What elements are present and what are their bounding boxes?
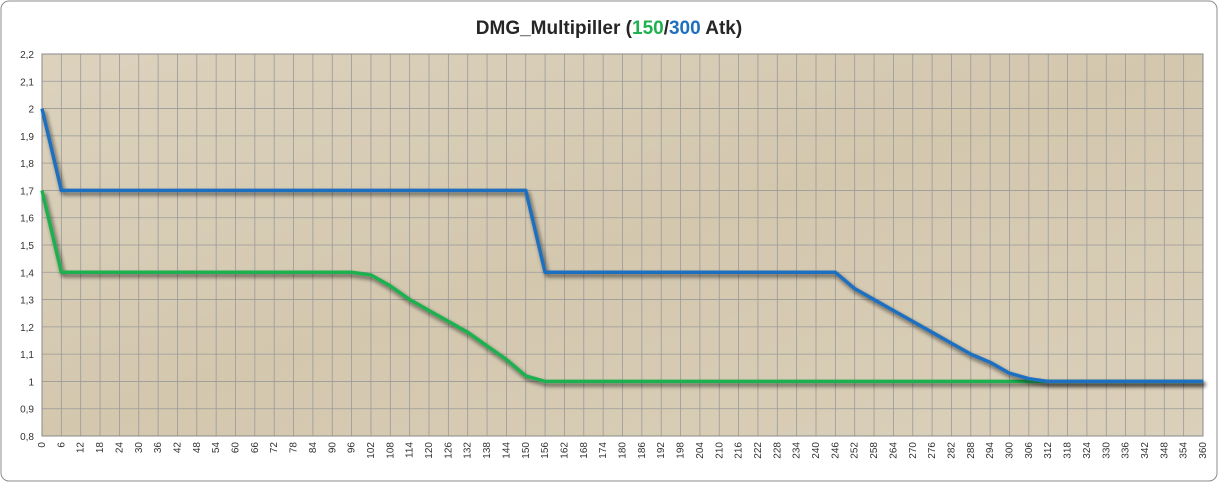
x-tick-label: 72	[269, 442, 280, 454]
series-line	[40, 108, 1203, 384]
x-tick-label: 246	[830, 442, 841, 459]
x-tick-label: 12	[76, 442, 87, 454]
x-tick-label: 174	[598, 442, 609, 459]
x-tick-label: 54	[211, 442, 222, 454]
x-tick-label: 108	[385, 442, 396, 459]
x-tick-label: 144	[501, 442, 512, 459]
y-tick-label: 1,8	[20, 159, 34, 170]
x-tick-label: 0	[37, 442, 48, 448]
x-tick-label: 30	[134, 442, 145, 454]
x-tick-label: 6	[56, 442, 67, 448]
x-tick-label: 180	[618, 442, 629, 459]
x-tick-label: 288	[966, 442, 977, 459]
y-tick-label: 0,9	[20, 405, 34, 416]
x-tick-label: 348	[1159, 442, 1170, 459]
y-tick-label: 0,8	[20, 432, 34, 443]
chart-title: DMG_Multipiller (150/300 Atk)	[476, 18, 742, 39]
x-tick-label: 360	[1198, 442, 1209, 459]
x-tick-label: 42	[172, 442, 183, 454]
x-tick-label: 252	[850, 442, 861, 459]
x-tick-label: 36	[153, 442, 164, 454]
x-tick-label: 102	[366, 442, 377, 459]
x-tick-label: 336	[1121, 442, 1132, 459]
x-tick-label: 270	[908, 442, 919, 459]
x-tick-label: 204	[695, 442, 706, 459]
x-tick-label: 48	[192, 442, 203, 454]
x-tick-label: 18	[95, 442, 106, 454]
x-tick-label: 186	[637, 442, 648, 459]
x-tick-label: 300	[1005, 442, 1016, 459]
series-line	[40, 190, 1203, 384]
title-part: /	[664, 18, 670, 39]
x-tick-label: 234	[792, 442, 803, 459]
title-part: DMG_Multipiller (	[476, 18, 633, 39]
y-tick-label: 1,5	[20, 241, 34, 252]
x-tick-label: 84	[308, 442, 319, 454]
y-tick-label: 1,2	[20, 323, 34, 334]
x-tick-label: 318	[1063, 442, 1074, 459]
title-part: Atk)	[701, 18, 743, 39]
x-tick-label: 66	[250, 442, 261, 454]
x-tick-label: 312	[1043, 442, 1054, 459]
x-tick-label: 294	[985, 442, 996, 459]
x-tick-label: 264	[888, 442, 899, 459]
x-tick-label: 78	[289, 442, 300, 454]
x-tick-label: 306	[1024, 442, 1035, 459]
y-tick-label: 1,3	[20, 296, 34, 307]
y-tick-label: 1,4	[20, 268, 34, 279]
x-tick-label: 228	[772, 442, 783, 459]
x-tick-label: 126	[443, 442, 454, 459]
x-tick-label: 96	[347, 442, 358, 454]
plot-border	[41, 53, 1204, 437]
x-tick-label: 114	[405, 442, 416, 458]
x-tick-label: 138	[482, 442, 493, 459]
title-part: 150	[632, 18, 664, 39]
x-tick-label: 324	[1082, 442, 1093, 459]
y-tick-label: 2	[28, 105, 34, 116]
x-tick-label: 222	[753, 442, 764, 459]
x-tick-label: 60	[231, 442, 242, 454]
x-tick-label: 198	[676, 442, 687, 459]
y-tick-label: 1,9	[20, 132, 34, 143]
x-tick-label: 354	[1179, 442, 1190, 459]
x-tick-label: 276	[927, 442, 938, 459]
x-tick-label: 90	[327, 442, 338, 454]
title-part: 300	[669, 18, 701, 39]
x-tick-label: 156	[540, 442, 551, 459]
x-tick-label: 210	[714, 442, 725, 459]
y-tick-label: 1	[28, 377, 34, 388]
x-tick-label: 282	[946, 442, 957, 459]
y-tick-label: 1,7	[20, 186, 34, 197]
x-tick-label: 192	[656, 442, 667, 459]
x-tick-label: 258	[869, 442, 880, 459]
x-tick-label: 240	[811, 442, 822, 459]
x-tick-label: 342	[1140, 442, 1151, 459]
y-tick-label: 1,6	[20, 214, 34, 225]
x-tick-label: 330	[1101, 442, 1112, 459]
x-tick-label: 216	[734, 442, 745, 459]
x-tick-label: 120	[424, 442, 435, 459]
x-tick-label: 24	[114, 442, 125, 454]
x-tick-label: 168	[579, 442, 590, 459]
x-tick-label: 150	[521, 442, 532, 459]
y-tick-label: 2,2	[20, 50, 34, 61]
x-tick-label: 132	[463, 442, 474, 459]
y-tick-label: 1,1	[20, 350, 34, 361]
x-tick-label: 162	[559, 442, 570, 459]
y-tick-label: 2,1	[20, 77, 34, 88]
